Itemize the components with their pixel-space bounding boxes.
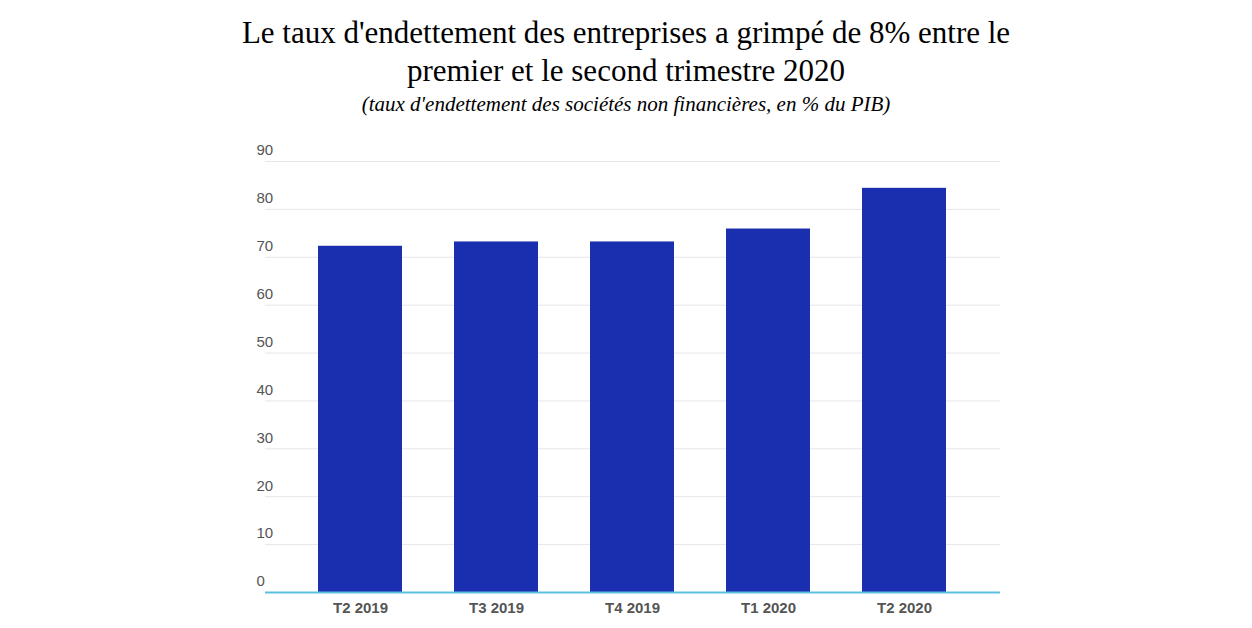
- svg-text:60: 60: [257, 285, 274, 302]
- svg-text:T4 2019: T4 2019: [605, 599, 660, 616]
- html-text:Le taux d'endettement des entr: Le taux d'endettement des entreprises a …: [241, 15, 1011, 88]
- svg-text:T2 2020: T2 2020: [877, 599, 932, 616]
- svg-text:T1 2020: T1 2020: [741, 599, 796, 616]
- svg-text:70: 70: [257, 237, 274, 254]
- svg-text:T3 2019: T3 2019: [469, 599, 524, 616]
- html-text:(taux d'endettement des sociét: (taux d'endettement des sociétés non fin…: [361, 92, 891, 116]
- svg-text:10: 10: [257, 524, 274, 541]
- svg-text:T2 2019: T2 2019: [333, 599, 388, 616]
- svg-text:30: 30: [257, 429, 274, 446]
- svg-text:80: 80: [257, 189, 274, 206]
- svg-text:50: 50: [257, 333, 274, 350]
- svg-text:0: 0: [257, 572, 265, 589]
- svg-text:20: 20: [257, 477, 274, 494]
- svg-text:40: 40: [257, 381, 274, 398]
- svg-text:90: 90: [257, 141, 274, 158]
